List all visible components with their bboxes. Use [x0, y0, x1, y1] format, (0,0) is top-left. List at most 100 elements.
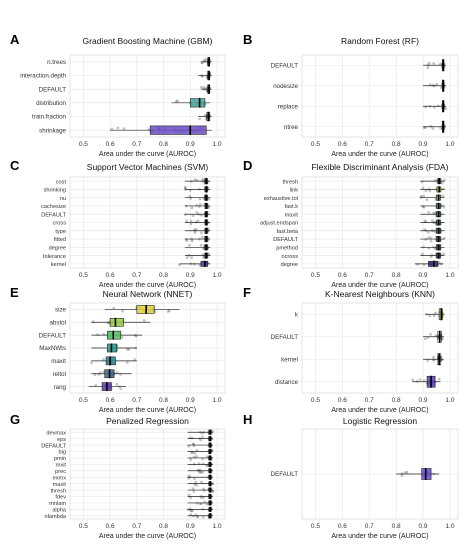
y-tick-label: link	[290, 188, 299, 194]
y-tick-label: pmethod	[276, 246, 298, 252]
data-point	[194, 455, 198, 458]
data-point	[423, 219, 427, 223]
y-tick-label: eps	[57, 437, 66, 443]
y-tick-label: type	[55, 229, 66, 235]
data-point	[198, 197, 202, 201]
y-tick-label: DEFAULT	[41, 443, 66, 449]
data-point	[193, 178, 197, 182]
y-tick-label: exmx	[53, 475, 67, 481]
plot-frame	[301, 302, 459, 394]
plot-frame	[69, 302, 226, 394]
x-tick-label: 0.7	[132, 141, 141, 148]
data-point	[115, 382, 119, 386]
box	[107, 330, 122, 340]
data-point	[424, 238, 428, 241]
plot-frame	[69, 54, 226, 138]
y-tick-label: DEFAULT	[271, 334, 299, 341]
panel-title: Penalized Regression	[106, 416, 189, 426]
x-tick-label: 0.6	[106, 141, 115, 148]
data-point	[187, 444, 190, 448]
data-point	[191, 509, 194, 513]
y-tick-label: ncross	[282, 254, 299, 260]
y-tick-label: ntree	[284, 124, 299, 131]
data-point	[188, 194, 192, 198]
plot-area	[70, 429, 225, 519]
data-point	[199, 243, 203, 247]
data-point	[198, 117, 202, 121]
x-tick-label: 1.0	[445, 523, 454, 530]
data-point	[424, 189, 428, 193]
data-point	[437, 261, 441, 264]
data-point	[185, 219, 189, 223]
x-tick-label: 0.8	[159, 272, 168, 279]
y-tick-label: replace	[278, 103, 299, 110]
x-tick-label: 0.8	[159, 397, 168, 404]
y-tick-label: devmax	[46, 430, 66, 436]
y-tick-label: DEFAULT	[39, 86, 67, 93]
data-point	[423, 337, 427, 341]
panel-letter: B	[243, 32, 252, 47]
data-point	[200, 236, 204, 239]
x-tick-label: 0.6	[338, 523, 347, 530]
x-axis-label: Area under the curve (AUROC)	[331, 282, 428, 289]
y-tick-label: kernel	[51, 262, 66, 268]
data-point	[202, 256, 205, 259]
y-tick-label: cachesize	[41, 204, 66, 210]
y-tick-label: n.trees	[47, 59, 66, 66]
data-point	[112, 306, 115, 310]
data-point	[444, 107, 448, 110]
plot-area	[70, 55, 225, 137]
x-tick-label: 1.0	[212, 523, 221, 530]
data-point	[442, 252, 445, 256]
y-tick-label: nodesize	[273, 83, 298, 90]
x-tick-label: 0.8	[392, 523, 401, 530]
y-tick-label: shrinkage	[39, 127, 66, 134]
x-tick-label: 0.9	[419, 523, 428, 530]
y-tick-label: big	[59, 450, 66, 456]
x-tick-label: 0.5	[311, 397, 320, 404]
data-point	[127, 347, 131, 351]
x-axis-label: Area under the curve (AUROC)	[99, 407, 196, 414]
data-point	[201, 435, 205, 439]
panel-letter: G	[10, 412, 20, 427]
y-tick-label: exhaustive.tol	[264, 196, 298, 202]
y-tick-label: interaction.depth	[20, 73, 66, 80]
y-tick-label: rang	[54, 384, 67, 391]
x-tick-label: 0.8	[159, 141, 168, 148]
x-tick-label: 0.6	[338, 272, 347, 279]
data-point	[419, 194, 423, 198]
y-tick-label: prec	[55, 469, 66, 475]
data-point	[439, 86, 443, 90]
panel-title: Logistic Regression	[343, 416, 417, 426]
data-point	[193, 483, 197, 487]
data-point	[201, 515, 205, 519]
data-point	[190, 256, 194, 260]
y-tick-label: degree	[49, 246, 66, 252]
x-axis-label: Area under the curve (AUROC)	[331, 407, 428, 414]
data-point	[433, 247, 437, 251]
data-point	[202, 59, 206, 63]
data-point	[429, 236, 433, 240]
data-point	[194, 227, 198, 231]
data-point	[192, 490, 196, 493]
y-tick-label: fdev	[55, 495, 66, 501]
panel-f: F K-Nearest Neighbours (KNN) 0.5 0.6 0.7 0.8 0…	[243, 285, 459, 414]
x-tick-label: 0.9	[419, 272, 428, 279]
data-point	[187, 474, 191, 478]
x-tick-label: 0.5	[311, 272, 320, 279]
data-point	[199, 438, 203, 442]
data-point	[439, 126, 442, 130]
y-tick-label: fast.beta	[277, 229, 299, 235]
y-tick-label: fast.k	[285, 204, 299, 210]
data-point	[442, 205, 446, 209]
plot-frame	[301, 54, 459, 138]
data-point	[400, 474, 404, 477]
y-tick-label: size	[55, 307, 67, 314]
data-point	[426, 230, 430, 234]
panel-letter: A	[10, 32, 20, 47]
data-point	[202, 247, 205, 251]
x-tick-label: 0.9	[186, 141, 195, 148]
data-point	[166, 310, 170, 313]
x-axis-label: Area under the curve (AUROC)	[331, 151, 428, 158]
panel-letter: F	[243, 285, 251, 300]
